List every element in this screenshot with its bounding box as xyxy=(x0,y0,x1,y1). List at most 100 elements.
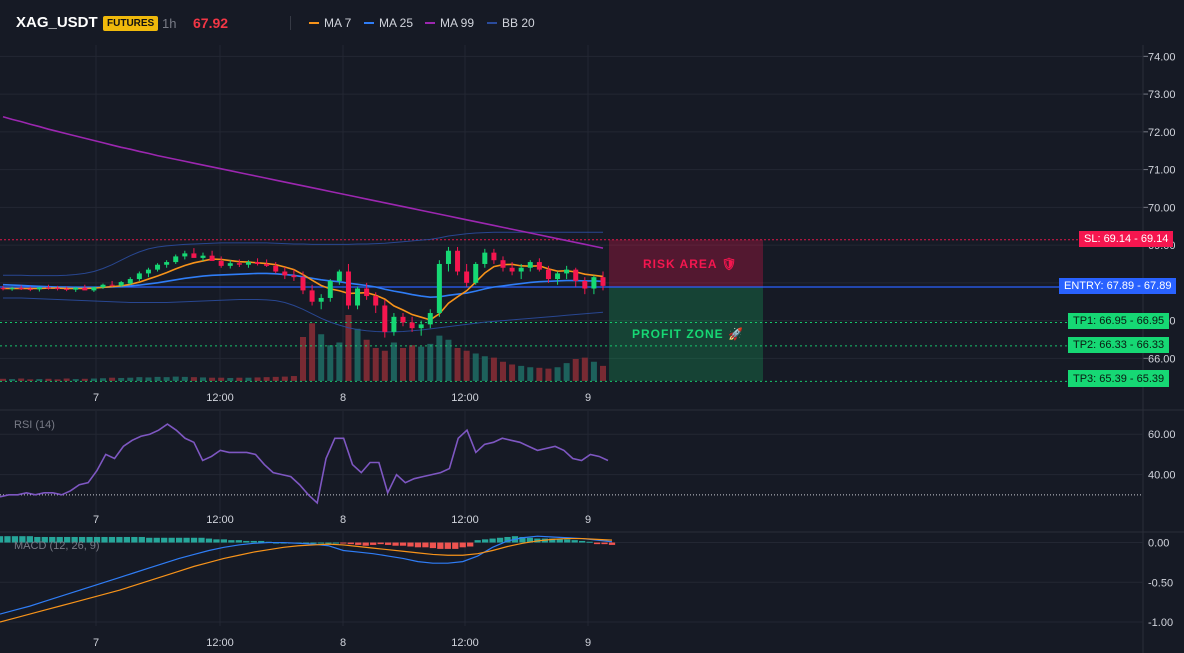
volume-bar xyxy=(190,377,197,381)
volume-bar xyxy=(54,379,61,381)
macd-histogram-bar xyxy=(355,542,362,545)
volume-bar xyxy=(118,377,125,381)
legend-ma7[interactable]: MA 7 xyxy=(309,16,351,30)
main-x-tick-label: 12:00 xyxy=(206,392,234,404)
volume-bar xyxy=(390,342,397,381)
legend-ma25[interactable]: MA 25 xyxy=(364,16,413,30)
macd-histogram-bar xyxy=(183,537,190,543)
main-y-tick-label: 70.00 xyxy=(1148,202,1176,214)
volume-bar xyxy=(400,348,406,381)
macd-histogram-bar xyxy=(116,536,123,543)
top-bar: XAG_USDT FUTURES 1h 67.92 MA 7 MA 25 MA … xyxy=(0,0,1184,46)
candle-body xyxy=(373,296,379,306)
macd-histogram-bar xyxy=(489,538,496,543)
macd-x-tick-label: 9 xyxy=(585,637,591,649)
candle-body xyxy=(291,275,297,278)
main-x-tick-label: 8 xyxy=(340,392,346,404)
candle-body xyxy=(345,271,351,306)
candle-body xyxy=(573,269,579,281)
volume-bar xyxy=(336,342,343,381)
sl-price-tag: SL: 69.14 - 69.14 xyxy=(1079,231,1174,247)
macd-histogram-bar xyxy=(467,542,474,547)
entry-tag-label: ENTRY: 67.89 xyxy=(1064,280,1135,292)
legend-label-ma7: MA 7 xyxy=(324,16,352,30)
macd-histogram-bar xyxy=(49,536,56,543)
volume-bar xyxy=(63,378,70,381)
volume-bar xyxy=(309,323,316,381)
macd-histogram-bar xyxy=(593,542,601,545)
candle-body xyxy=(400,316,406,323)
symbol-name[interactable]: XAG_USDT xyxy=(16,14,98,31)
volume-bar xyxy=(427,343,434,381)
candle-body xyxy=(309,290,315,302)
volume-bar xyxy=(463,350,470,381)
rsi-y-tick-label: 40.00 xyxy=(1148,470,1176,482)
volume-bar xyxy=(454,348,461,381)
tp3-price-tag: TP3: 65.39 - 65.39 xyxy=(1068,370,1170,387)
volume-bar xyxy=(45,378,52,381)
macd-y-tick-label: 0.00 xyxy=(1148,538,1169,550)
volume-bar xyxy=(345,315,352,381)
main-y-tick-label: 74.00 xyxy=(1148,51,1176,63)
candle-body xyxy=(118,282,124,286)
candle-body xyxy=(55,288,61,290)
volume-bar xyxy=(581,357,588,381)
legend-ma99[interactable]: MA 99 xyxy=(425,16,474,30)
rsi-x-tick-label: 12:00 xyxy=(206,514,234,526)
candle-body xyxy=(218,260,224,266)
volume-bar xyxy=(81,378,88,381)
volume-bar xyxy=(381,350,388,381)
candle-body xyxy=(155,264,161,270)
macd-histogram-bar xyxy=(444,542,451,549)
legend-label-ma99: MA 99 xyxy=(440,16,475,30)
candle-body xyxy=(264,263,270,266)
rsi-y-tick-label: 60.00 xyxy=(1148,429,1176,441)
macd-histogram-bar xyxy=(34,536,41,543)
candle-body xyxy=(200,255,206,258)
candle-body xyxy=(473,263,479,283)
tp2-price-tag: TP2: 66.33 - 66.33 xyxy=(1068,337,1170,353)
candle-body xyxy=(164,262,170,265)
volume-bar xyxy=(181,376,188,381)
timeframe-label[interactable]: 1h xyxy=(162,16,177,31)
volume-bar xyxy=(263,377,270,381)
candle-body xyxy=(9,288,15,290)
main-x-tick-label: 9 xyxy=(585,392,591,404)
macd-histogram-bar xyxy=(78,536,86,543)
macd-histogram-bar xyxy=(250,540,257,543)
macd-signal-line xyxy=(0,537,613,623)
macd-histogram-bar xyxy=(474,540,481,543)
macd-histogram-bar xyxy=(138,536,145,543)
volume-bar xyxy=(90,378,97,381)
macd-histogram-bar xyxy=(556,539,563,543)
profit-zone xyxy=(609,286,763,381)
macd-histogram-bar xyxy=(86,536,93,543)
volume-bar xyxy=(418,346,425,381)
candle-body xyxy=(64,288,70,290)
macd-histogram-bar xyxy=(258,540,265,543)
macd-histogram-bar xyxy=(161,537,168,543)
macd-histogram-bar xyxy=(71,536,78,543)
macd-histogram-bar xyxy=(228,540,235,543)
legend-bb20[interactable]: BB 20 xyxy=(487,16,535,30)
macd-histogram-bar xyxy=(496,537,504,543)
candle-body xyxy=(564,269,570,274)
volume-bar xyxy=(163,377,170,381)
rsi-line xyxy=(0,423,609,505)
candle-body xyxy=(127,279,133,284)
candle-body xyxy=(555,273,561,280)
sl-tag-value: 69.14 xyxy=(1140,233,1169,245)
volume-bar xyxy=(436,335,443,381)
macd-histogram-bar xyxy=(608,542,616,545)
candle-body xyxy=(91,287,97,291)
candle-body xyxy=(191,253,197,258)
volume-bar xyxy=(572,359,579,381)
candle-body xyxy=(273,265,279,272)
volume-bar xyxy=(127,377,134,381)
macd-histogram-bar xyxy=(175,537,183,543)
candle-body xyxy=(327,280,333,298)
candle-body xyxy=(45,287,51,289)
main-y-tick-label: 72.00 xyxy=(1148,127,1176,139)
candle-body xyxy=(173,256,179,263)
